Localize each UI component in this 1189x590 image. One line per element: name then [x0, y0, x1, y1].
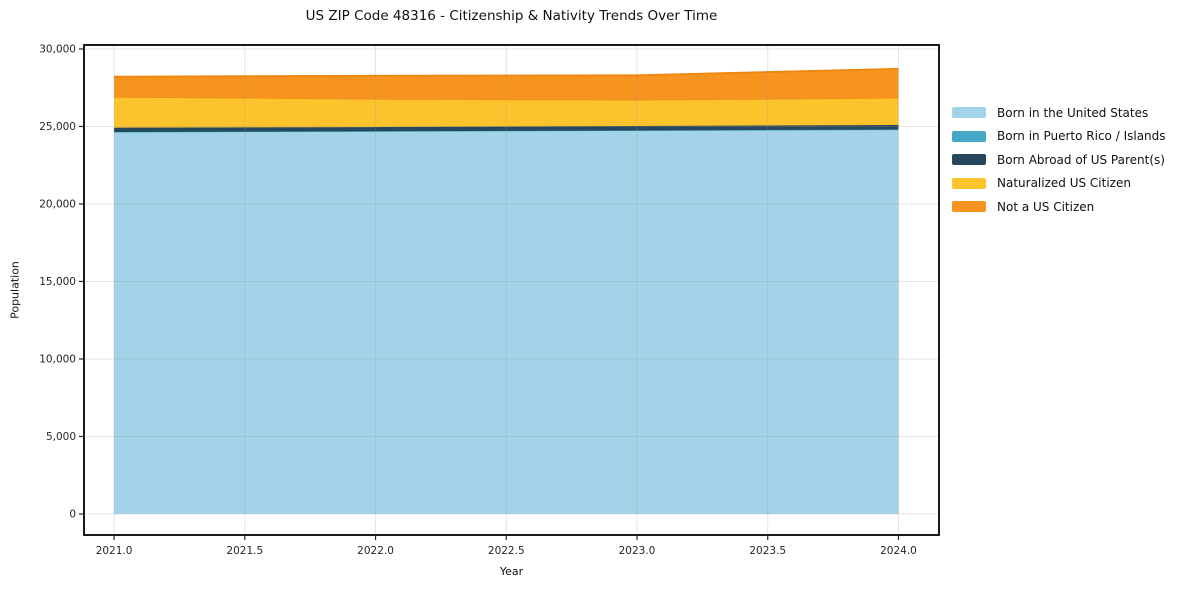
legend-label: Not a US Citizen: [997, 199, 1095, 214]
x-tick-label: 2022.5: [488, 545, 525, 557]
legend-item: Born in the United States: [952, 104, 1166, 121]
legend-label: Born in Puerto Rico / Islands: [997, 129, 1166, 143]
legend-label: Naturalized US Citizen: [997, 176, 1131, 190]
area-series-3: [114, 96, 899, 128]
y-tick-label: 30,000: [39, 44, 76, 56]
y-tick-label: 20,000: [39, 199, 76, 211]
chart-title: US ZIP Code 48316 - Citizenship & Nativi…: [305, 8, 718, 24]
legend-item: Born Abroad of US Parent(s): [952, 151, 1166, 168]
y-tick-label: 10,000: [39, 354, 76, 366]
x-tick-label: 2021.5: [226, 545, 263, 557]
legend-swatch: [952, 107, 986, 118]
legend-swatch: [952, 130, 986, 142]
area-edge-4: [114, 67, 899, 78]
legend-item: Not a US Citizen: [952, 198, 1166, 215]
x-tick-label: 2023.0: [619, 545, 656, 557]
x-tick-label: 2024.0: [880, 545, 917, 557]
x-axis-label: Year: [499, 565, 524, 578]
y-tick-label: 15,000: [39, 276, 76, 288]
x-tick-label: 2022.0: [357, 545, 394, 557]
y-tick-label: 5,000: [46, 431, 76, 443]
legend-label: Born in the United States: [997, 105, 1149, 120]
area-series-0: [114, 129, 899, 514]
legend: Born in the United States Born in Puerto …: [952, 104, 1166, 215]
legend-item: Naturalized US Citizen: [952, 175, 1166, 192]
legend-swatch: [952, 177, 986, 189]
legend-label: Born Abroad of US Parent(s): [997, 152, 1165, 167]
x-tick-label: 2021.0: [96, 545, 133, 557]
x-tick-label: 2023.5: [749, 545, 786, 557]
y-axis-label: Population: [8, 261, 22, 319]
area-series-2: [114, 124, 899, 133]
plot-border: [83, 44, 940, 536]
legend-item: Born in Puerto Rico / Islands: [952, 128, 1166, 145]
legend-swatch: [952, 201, 986, 212]
legend-swatch: [952, 154, 986, 165]
y-tick-label: 25,000: [39, 121, 76, 133]
y-tick-label: 0: [69, 509, 76, 521]
